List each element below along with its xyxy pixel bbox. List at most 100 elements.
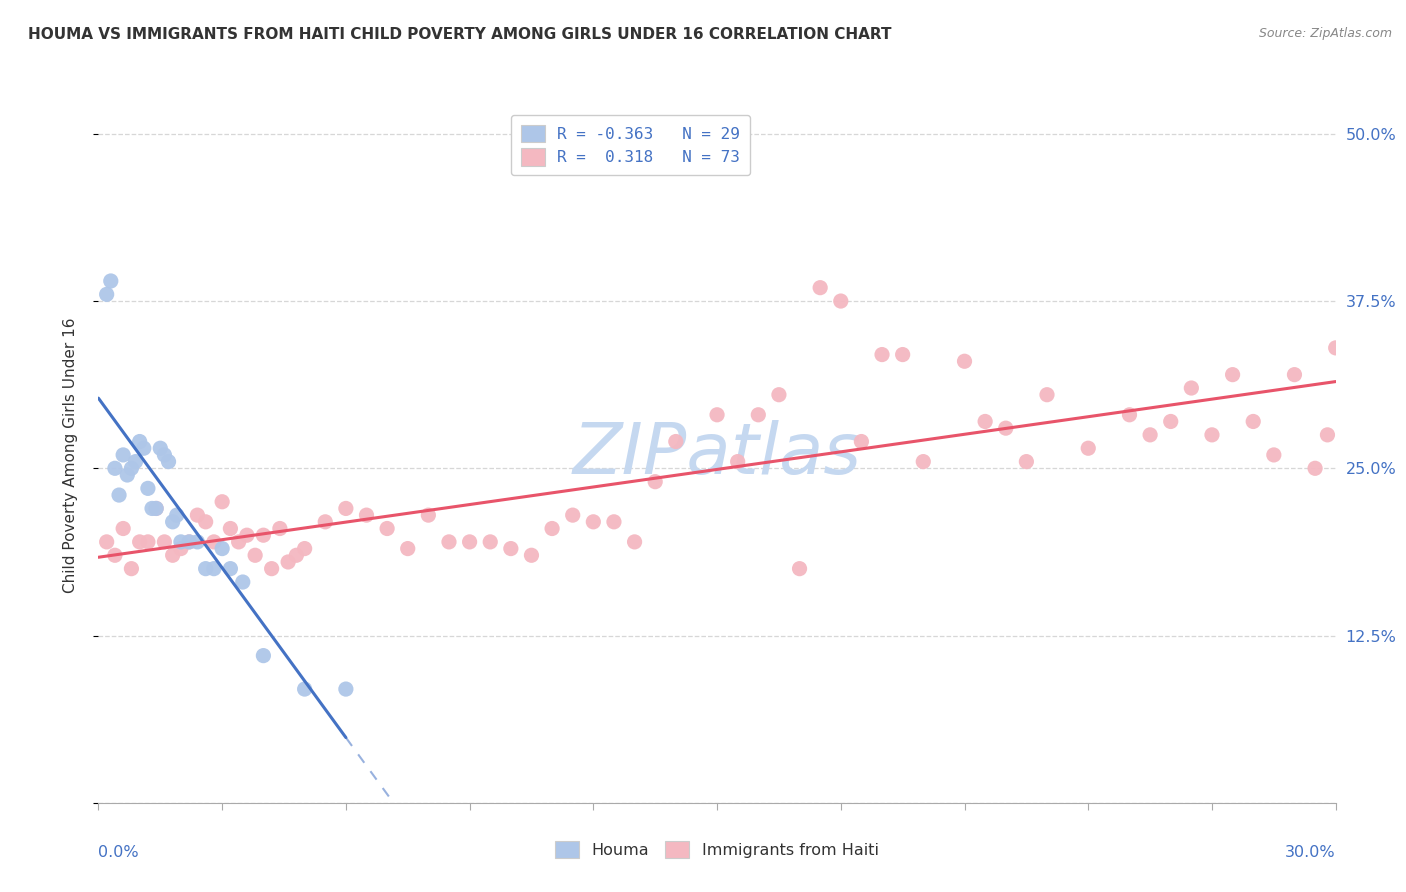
Text: Source: ZipAtlas.com: Source: ZipAtlas.com — [1258, 27, 1392, 40]
Point — [1241, 415, 1264, 429]
Point — [186, 535, 208, 549]
Point — [260, 562, 283, 576]
Point — [128, 535, 150, 549]
Point — [219, 521, 242, 535]
Text: ZIPatlas: ZIPatlas — [572, 420, 862, 490]
Point — [912, 455, 935, 469]
Point — [162, 548, 184, 563]
Point — [603, 515, 626, 529]
Point — [294, 681, 316, 696]
Point — [252, 648, 274, 663]
Point — [117, 468, 139, 483]
Point — [194, 562, 217, 576]
Point — [128, 434, 150, 449]
Point — [202, 535, 225, 549]
Point — [644, 475, 666, 489]
Point — [1180, 381, 1202, 395]
Point — [186, 508, 208, 523]
Point — [458, 535, 481, 549]
Point — [145, 501, 167, 516]
Point — [561, 508, 583, 523]
Point — [665, 434, 688, 449]
Point — [269, 521, 291, 535]
Point — [747, 408, 769, 422]
Point — [228, 535, 250, 549]
Point — [1284, 368, 1306, 382]
Point — [170, 541, 193, 556]
Point — [1201, 428, 1223, 442]
Point — [232, 575, 254, 590]
Point — [120, 562, 142, 576]
Point — [179, 535, 201, 549]
Text: HOUMA VS IMMIGRANTS FROM HAITI CHILD POVERTY AMONG GIRLS UNDER 16 CORRELATION CH: HOUMA VS IMMIGRANTS FROM HAITI CHILD POV… — [28, 27, 891, 42]
Point — [100, 274, 122, 288]
Point — [520, 548, 543, 563]
Point — [499, 541, 522, 556]
Point — [1333, 354, 1355, 368]
Point — [194, 515, 217, 529]
Point — [396, 541, 419, 556]
Legend: Houma, Immigrants from Haiti: Houma, Immigrants from Haiti — [548, 834, 886, 864]
Point — [623, 535, 645, 549]
Point — [1263, 448, 1285, 462]
Point — [418, 508, 440, 523]
Point — [1324, 341, 1347, 355]
Point — [891, 348, 914, 362]
Point — [1036, 388, 1059, 402]
Point — [108, 488, 131, 502]
Point — [789, 562, 811, 576]
Point — [211, 494, 233, 508]
Point — [120, 461, 142, 475]
Point — [96, 535, 118, 549]
Y-axis label: Child Poverty Among Girls Under 16: Child Poverty Among Girls Under 16 — [63, 318, 77, 592]
Point — [727, 455, 749, 469]
Point — [1160, 415, 1182, 429]
Point — [335, 501, 357, 516]
Point — [479, 535, 502, 549]
Text: 0.0%: 0.0% — [98, 845, 139, 860]
Point — [974, 415, 997, 429]
Point — [202, 562, 225, 576]
Point — [104, 461, 127, 475]
Point — [96, 287, 118, 301]
Point — [179, 535, 201, 549]
Point — [294, 541, 316, 556]
Point — [153, 535, 176, 549]
Point — [104, 548, 127, 563]
Point — [162, 515, 184, 529]
Point — [768, 388, 790, 402]
Point — [285, 548, 308, 563]
Point — [541, 521, 564, 535]
Point — [356, 508, 378, 523]
Point — [211, 541, 233, 556]
Point — [375, 521, 398, 535]
Point — [1015, 455, 1038, 469]
Point — [1139, 428, 1161, 442]
Point — [149, 442, 172, 456]
Point — [994, 421, 1017, 435]
Point — [170, 535, 193, 549]
Point — [153, 448, 176, 462]
Point — [112, 521, 135, 535]
Point — [277, 555, 299, 569]
Point — [1077, 442, 1099, 456]
Point — [437, 535, 460, 549]
Point — [243, 548, 266, 563]
Point — [870, 348, 893, 362]
Point — [335, 681, 357, 696]
Point — [132, 442, 155, 456]
Point — [314, 515, 336, 529]
Point — [953, 354, 976, 368]
Point — [851, 434, 873, 449]
Point — [808, 281, 831, 295]
Point — [136, 482, 159, 496]
Point — [1222, 368, 1244, 382]
Point — [830, 294, 852, 309]
Text: 30.0%: 30.0% — [1285, 845, 1336, 860]
Point — [582, 515, 605, 529]
Point — [136, 535, 159, 549]
Point — [157, 455, 180, 469]
Point — [1303, 461, 1326, 475]
Point — [252, 528, 274, 542]
Point — [141, 501, 163, 516]
